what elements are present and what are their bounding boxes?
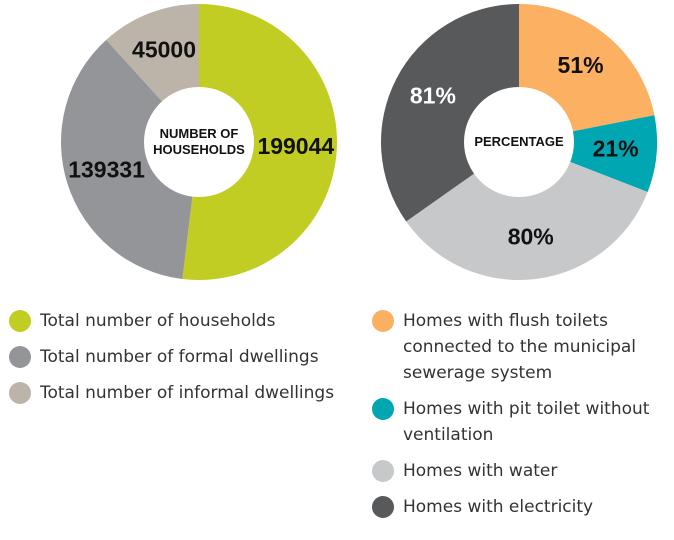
- pie-slice: [406, 142, 648, 280]
- legend-item: Total number of informal dwellings: [9, 380, 340, 406]
- slice-label: 21%: [593, 136, 639, 162]
- pie-slice: [381, 4, 519, 222]
- legend-swatch: [372, 496, 394, 518]
- pie-slice: [61, 39, 199, 279]
- legend-item: Homes with electricity: [372, 494, 673, 520]
- legend-swatch: [372, 398, 394, 420]
- legend-swatch: [9, 346, 31, 368]
- legend-swatch: [372, 460, 394, 482]
- legend-item: Homes with flush toilets connected to th…: [372, 308, 673, 386]
- donut-hole: [464, 87, 574, 197]
- legend-swatch: [9, 382, 31, 404]
- slice-label: 139331: [68, 157, 145, 183]
- legend: Homes with flush toilets connected to th…: [372, 308, 673, 520]
- slice-label: 45000: [132, 37, 196, 63]
- legend: Total number of households Total number o…: [9, 308, 340, 406]
- legend-item: Total number of households: [9, 308, 340, 334]
- legend-item: Homes with pit toilet without ventilatio…: [372, 396, 673, 448]
- pie-slice: [182, 4, 338, 280]
- donut-hole: [144, 87, 254, 197]
- pie-slice: [519, 115, 657, 193]
- slice-label: 81%: [410, 82, 456, 108]
- legend-swatch: [9, 310, 31, 332]
- center-label: PERCENTAGE: [474, 134, 564, 149]
- slice-label: 51%: [558, 52, 604, 78]
- legend-item: Total number of formal dwellings: [9, 344, 340, 370]
- slice-label: 199044: [257, 133, 334, 159]
- legend-swatch: [372, 310, 394, 332]
- slice-label: 80%: [508, 223, 554, 249]
- center-label: NUMBER OF HOUSEHOLDS: [153, 126, 245, 157]
- legend-item: Homes with water: [372, 458, 673, 484]
